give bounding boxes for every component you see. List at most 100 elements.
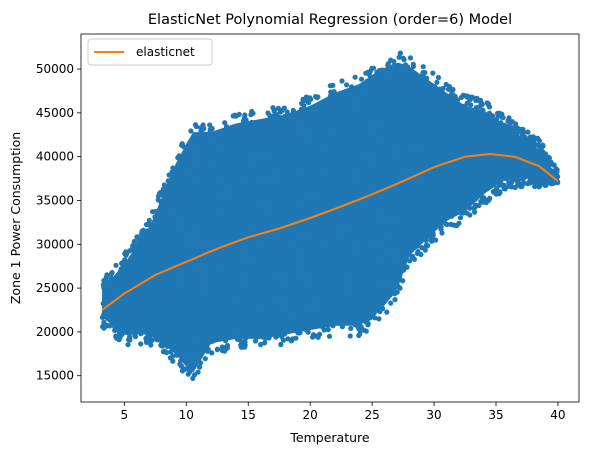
scatter-point — [484, 186, 490, 192]
scatter-point — [237, 336, 243, 342]
scatter-point — [222, 230, 228, 236]
scatter-point — [172, 237, 178, 243]
scatter-point — [473, 147, 479, 153]
scatter-point — [430, 70, 436, 76]
legend-box — [87, 38, 213, 66]
scatter-point — [186, 369, 192, 375]
scatter-point — [425, 87, 431, 94]
scatter-point — [311, 149, 317, 155]
scatter-point — [379, 225, 386, 231]
scatter-point — [337, 278, 343, 284]
scatter-point — [321, 109, 327, 116]
scatter-point — [326, 313, 332, 319]
scatter-point — [171, 328, 177, 334]
scatter-point — [170, 358, 176, 364]
scatter-point — [393, 105, 399, 111]
scatter-point — [165, 197, 171, 203]
scatter-point — [286, 127, 292, 133]
scatter-point — [206, 205, 212, 211]
scatter-point — [431, 118, 437, 124]
scatter-point — [347, 114, 353, 120]
scatter-point — [311, 161, 317, 167]
scatter-point — [489, 158, 495, 164]
scatter-point — [317, 331, 323, 337]
scatter-point — [299, 155, 306, 161]
scatter-point — [373, 207, 379, 213]
scatter-point — [443, 221, 449, 227]
scatter-point — [373, 253, 379, 259]
scatter-point — [262, 335, 268, 342]
scatter-point — [450, 129, 457, 135]
scatter-point — [293, 212, 299, 218]
scatter-point — [113, 262, 119, 268]
scatter-point — [179, 310, 185, 316]
scatter-point — [285, 254, 291, 260]
scatter-point — [207, 214, 213, 220]
scatter-point — [297, 281, 303, 287]
scatter-point — [249, 297, 255, 303]
scatter-point — [382, 90, 388, 96]
scatter-point — [428, 210, 434, 216]
scatter-point — [332, 299, 338, 305]
scatter-point — [384, 80, 391, 86]
scatter-point — [140, 241, 146, 247]
scatter-point — [542, 154, 549, 161]
scatter-point — [413, 131, 420, 138]
scatter-point — [489, 143, 495, 149]
scatter-point — [222, 136, 228, 142]
scatter-point — [437, 150, 443, 157]
scatter-point — [382, 124, 388, 130]
scatter-point — [268, 163, 274, 169]
scatter-point — [477, 104, 483, 110]
scatter-point — [344, 316, 350, 323]
scatter-point — [425, 148, 431, 154]
scatter-point — [441, 132, 447, 138]
scatter-point — [231, 252, 237, 258]
scatter-point — [181, 318, 187, 324]
scatter-point — [267, 282, 273, 289]
scatter-point — [335, 249, 341, 255]
scatter-point — [436, 91, 442, 97]
scatter-point — [371, 171, 377, 177]
scatter-point — [118, 266, 124, 272]
scatter-point — [198, 211, 205, 217]
scatter-point — [318, 289, 324, 295]
scatter-point — [472, 196, 478, 202]
scatter-point — [200, 148, 206, 154]
scatter-point — [299, 184, 306, 190]
scatter-point — [127, 337, 133, 343]
scatter-point — [173, 272, 179, 278]
scatter-point — [368, 222, 374, 228]
scatter-point — [334, 290, 340, 296]
scatter-point — [385, 115, 391, 122]
scatter-point — [427, 139, 434, 145]
scatter-point — [424, 80, 430, 86]
scatter-point — [372, 109, 378, 115]
scatter-point — [385, 203, 391, 209]
scatter-point — [250, 313, 256, 319]
scatter-point — [346, 119, 352, 125]
scatter-point — [341, 98, 347, 104]
scatter-point — [321, 126, 327, 133]
scatter-point — [407, 70, 413, 77]
scatter-point — [426, 204, 432, 211]
scatter-point — [515, 135, 522, 142]
scatter-point — [320, 200, 326, 206]
scatter-point — [418, 136, 424, 142]
scatter-point — [377, 308, 383, 315]
scatter-point — [456, 169, 463, 175]
scatter-point — [333, 236, 340, 243]
scatter-point — [108, 275, 114, 281]
scatter-point — [271, 219, 277, 225]
scatter-point — [225, 326, 231, 332]
scatter-point — [490, 125, 496, 131]
scatter-point — [300, 143, 306, 150]
scatter-point — [183, 336, 189, 342]
scatter-point — [245, 127, 251, 133]
scatter-point — [164, 256, 170, 262]
scatter-point — [308, 263, 314, 269]
scatter-point — [205, 144, 211, 150]
scatter-point — [292, 306, 298, 312]
scatter-point — [476, 202, 482, 209]
scatter-point — [257, 187, 263, 193]
